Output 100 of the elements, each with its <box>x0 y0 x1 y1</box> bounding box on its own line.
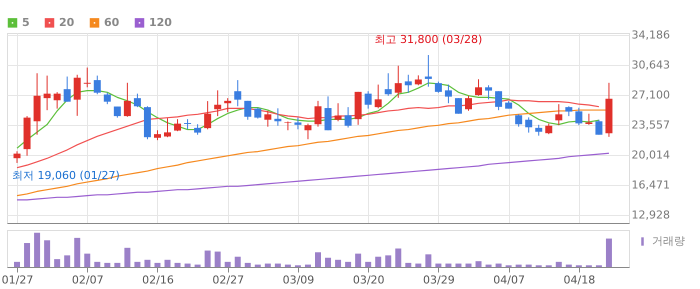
candlestick <box>434 81 442 94</box>
bar <box>154 262 160 267</box>
y-tick-label: 12,928 <box>632 208 670 222</box>
candlestick <box>14 150 21 164</box>
candlestick <box>334 102 342 122</box>
candlestick <box>555 104 562 126</box>
x-tick-label: 04/18 <box>564 274 596 286</box>
candlestick <box>44 75 51 111</box>
bar <box>234 256 241 267</box>
bar <box>365 262 372 267</box>
bar <box>415 264 422 267</box>
candlestick <box>254 107 262 120</box>
candlestick <box>274 108 282 126</box>
legend-label: 60 <box>104 16 120 29</box>
y-tick-label: 23,557 <box>632 118 670 132</box>
bar <box>385 255 392 267</box>
candlestick <box>414 74 422 86</box>
candlestick <box>475 78 482 96</box>
bar <box>345 262 352 267</box>
y-tick-label: 27,100 <box>632 88 670 102</box>
candlestick <box>384 72 392 96</box>
x-tick-label: 03/29 <box>423 274 455 286</box>
candlestick <box>124 82 131 118</box>
bar <box>465 264 472 267</box>
candlestick <box>304 123 312 140</box>
bar <box>395 248 402 267</box>
candlestick <box>344 106 352 128</box>
bar <box>14 262 20 267</box>
bar <box>184 264 191 267</box>
bar <box>44 240 50 267</box>
candlestick <box>565 106 572 117</box>
bar <box>104 262 110 267</box>
candlestick <box>64 76 71 102</box>
candlestick <box>324 96 332 131</box>
bar <box>606 238 612 267</box>
bar <box>74 238 80 267</box>
bar <box>214 252 221 267</box>
candlestick <box>204 100 212 130</box>
candlestick <box>114 106 121 118</box>
bar <box>54 259 60 267</box>
candlestick <box>585 113 592 126</box>
bar <box>274 264 281 267</box>
bar <box>134 262 140 267</box>
bar <box>476 261 482 267</box>
candlestick <box>444 84 452 104</box>
bar <box>24 243 30 267</box>
x-tick-label: 04/07 <box>493 274 525 286</box>
candlestick <box>74 74 81 116</box>
candlestick <box>184 118 192 130</box>
candlestick <box>164 118 172 138</box>
candlestick <box>244 100 252 120</box>
candlestick <box>214 90 222 117</box>
bar <box>224 262 231 267</box>
bar <box>355 254 362 267</box>
bar <box>84 254 90 267</box>
bar <box>445 264 452 267</box>
bar <box>375 256 382 267</box>
bar <box>496 264 502 267</box>
bar <box>405 262 412 267</box>
candlestick <box>264 110 272 128</box>
candlestick <box>94 75 101 95</box>
candlestick <box>525 116 532 134</box>
x-tick-label: 03/09 <box>282 274 314 286</box>
candlestick <box>154 130 161 141</box>
candlestick <box>545 123 552 135</box>
candlestick <box>495 90 502 111</box>
candlestick <box>234 80 242 107</box>
annotation: 최저 19,060 (01/27) <box>12 168 120 182</box>
candlestick <box>464 95 472 112</box>
candlestick <box>404 74 412 94</box>
x-tick-label: 02/16 <box>142 274 174 286</box>
candlestick <box>575 107 582 126</box>
bar <box>34 232 40 267</box>
candlestick <box>54 92 61 110</box>
bar <box>114 262 120 267</box>
candlestick <box>424 54 432 88</box>
bar <box>315 252 321 267</box>
candlestick <box>515 114 522 128</box>
bar <box>174 262 181 267</box>
bar <box>264 264 271 267</box>
bar <box>325 258 332 267</box>
candlestick <box>374 84 382 109</box>
candlestick <box>595 119 602 136</box>
bar <box>244 262 251 267</box>
bar <box>124 248 130 267</box>
x-tick-label: 02/07 <box>72 274 104 286</box>
candlestick <box>364 90 372 110</box>
bar <box>435 264 442 267</box>
candlestick <box>394 65 402 98</box>
bar <box>164 260 171 267</box>
bar <box>455 264 462 267</box>
bar <box>64 255 70 267</box>
bar <box>144 260 150 267</box>
candlestick <box>194 124 202 136</box>
legend-label: 20 <box>59 16 75 29</box>
y-tick-label: 16,471 <box>632 178 670 192</box>
candlestick <box>485 84 492 100</box>
bar <box>204 250 211 267</box>
bar <box>335 260 342 267</box>
candlestick <box>314 100 322 128</box>
